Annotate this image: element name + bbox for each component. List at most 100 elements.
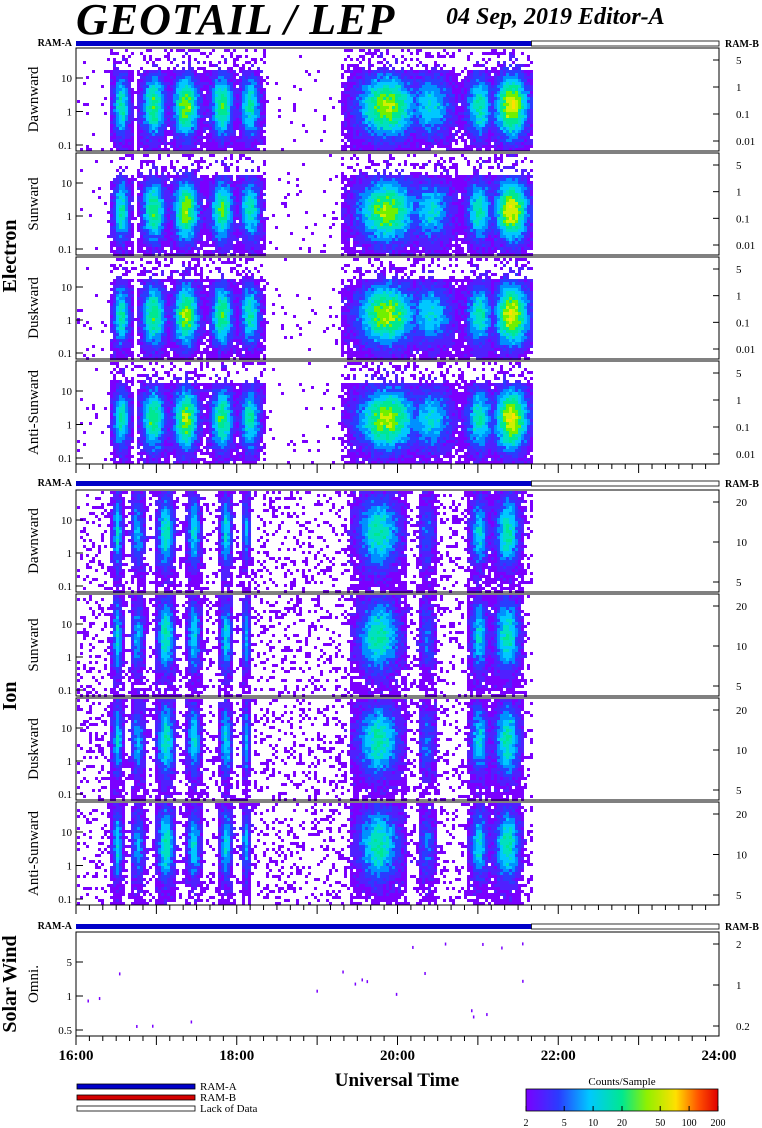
left-tick-label: 1	[67, 756, 73, 768]
right-tick-label: 5	[736, 160, 742, 172]
right-tick-label: 5	[736, 577, 742, 589]
spectrogram-electron-0	[77, 49, 533, 151]
left-tick-label: 0.1	[58, 789, 72, 801]
legend-swatch	[76, 1094, 196, 1101]
right-tick-label: 10	[736, 537, 748, 549]
right-tick-label: 1	[736, 82, 742, 94]
panel-ylabel: Omni.	[26, 965, 42, 1003]
colorbar-title: Counts/Sample	[588, 1076, 655, 1088]
right-tick-label: 0.1	[736, 422, 750, 434]
group-label: Solar Wind	[0, 935, 21, 1032]
right-tick-label: 20	[736, 601, 748, 613]
right-tick-label: 20	[736, 705, 748, 717]
left-tick-label: 0.1	[58, 685, 72, 697]
legend-swatch	[76, 1105, 196, 1112]
right-tick-label: 0.1	[736, 109, 750, 121]
left-tick-label: 1	[67, 315, 73, 327]
ram-a-bar	[76, 924, 532, 929]
ram-a-bar	[76, 41, 532, 46]
left-tick-label: 10	[61, 619, 73, 631]
right-tick-label: 5	[736, 264, 742, 276]
spectrogram-ion-5	[77, 595, 533, 697]
left-tick-label: 1	[67, 211, 73, 223]
left-tick-label: 1	[67, 652, 73, 664]
left-tick-label: 1	[67, 548, 73, 560]
spectrogram-electron-1	[80, 154, 533, 256]
right-tick-label: 1	[736, 395, 742, 407]
right-tick-label: 5	[736, 681, 742, 693]
group-label: Ion	[0, 682, 21, 711]
left-tick-label: 0.1	[58, 453, 72, 465]
right-tick-label: 0.01	[736, 344, 755, 356]
panel-ylabel: Anti-Sunward	[26, 811, 42, 896]
colorbar-tick-label: 20	[617, 1118, 627, 1128]
spectrogram-ion-4	[77, 491, 533, 593]
left-tick-label: 1	[67, 107, 73, 119]
right-tick-label: 10	[736, 850, 748, 862]
x-tick-label: 22:00	[541, 1048, 576, 1064]
right-tick-label: 1	[736, 187, 742, 199]
right-tick-label: 10	[736, 745, 748, 757]
lack-of-data-bar	[531, 923, 720, 930]
colorbar-tick-label: 5	[562, 1118, 567, 1128]
left-tick-label: 0.1	[58, 894, 72, 906]
group-label: Electron	[0, 220, 21, 293]
x-tick-label: 24:00	[702, 1048, 737, 1064]
panel-ylabel: Duskward	[26, 277, 42, 339]
left-tick-label: 10	[61, 73, 73, 85]
panel-frame-1	[75, 152, 720, 256]
colorbar-tick-label: 100	[682, 1118, 697, 1128]
legend-swatch	[76, 1083, 196, 1090]
panel-frame-0	[75, 47, 720, 152]
colorbar-tick-label: 2	[524, 1118, 529, 1128]
ram-a-label: RAM-A	[38, 38, 73, 49]
right-tick-label: 2	[736, 939, 742, 951]
panel-frame-4	[75, 489, 720, 593]
left-tick-label: 10	[61, 386, 73, 398]
x-tick-label: 16:00	[59, 1048, 94, 1064]
x-tick-label: 20:00	[380, 1048, 415, 1064]
right-tick-label: 0.2	[736, 1021, 750, 1033]
right-tick-label: 0.01	[736, 449, 755, 461]
spectrogram-ion-6	[77, 699, 533, 801]
right-tick-label: 0.1	[736, 317, 750, 329]
right-tick-label: 5	[736, 55, 742, 67]
legend-label: RAM-A	[200, 1081, 237, 1093]
left-tick-label: 10	[61, 827, 73, 839]
left-tick-label: 10	[61, 178, 73, 190]
panel-ylabel: Dawnward	[26, 66, 42, 132]
spectrogram-electron-2	[77, 258, 533, 360]
lack-of-data-bar	[531, 480, 720, 487]
solar-wind-points	[87, 942, 524, 1028]
x-tick-label: 18:00	[219, 1048, 254, 1064]
colorbar-tick-label: 10	[588, 1118, 598, 1128]
ram-b-label: RAM-B	[725, 479, 759, 490]
panel-ylabel: Sunward	[26, 618, 42, 672]
x-axis-title: Universal Time	[335, 1070, 459, 1091]
panel-frame-5	[75, 593, 720, 697]
lack-of-data-bar	[531, 40, 720, 47]
left-tick-label: 0.1	[58, 244, 72, 256]
spectrogram-electron-3	[77, 362, 533, 464]
ram-b-label: RAM-B	[725, 922, 759, 933]
panel-frame-6	[75, 697, 720, 801]
right-tick-label: 20	[736, 497, 748, 509]
ram-a-bar	[76, 481, 532, 486]
right-tick-label: 10	[736, 641, 748, 653]
legend-label: RAM-B	[200, 1092, 236, 1104]
left-tick-label: 1	[67, 420, 73, 432]
spectrogram-ion-7	[77, 803, 533, 905]
right-tick-label: 5	[736, 890, 742, 902]
right-tick-label: 5	[736, 785, 742, 797]
left-tick-label: 1	[67, 991, 73, 1003]
ram-a-label: RAM-A	[38, 478, 73, 489]
left-tick-label: 0.5	[58, 1025, 72, 1037]
right-tick-label: 0.01	[736, 240, 755, 252]
panel-ylabel: Dawnward	[26, 508, 42, 574]
right-tick-label: 1	[736, 291, 742, 303]
panel-ylabel: Anti-Sunward	[26, 370, 42, 455]
left-tick-label: 1	[67, 861, 73, 873]
figure-title: GEOTAIL / LEP	[76, 0, 395, 45]
left-tick-label: 0.1	[58, 348, 72, 360]
left-tick-label: 0.1	[58, 581, 72, 593]
